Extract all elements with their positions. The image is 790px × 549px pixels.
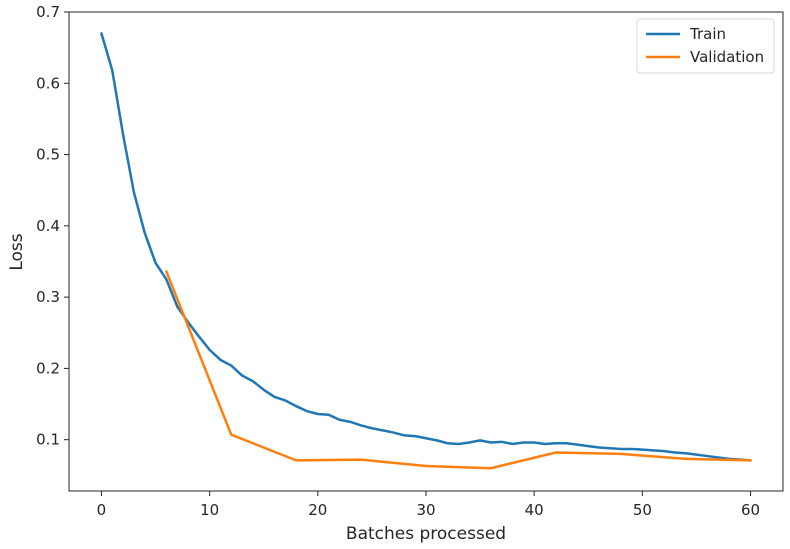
legend-train-label: Train <box>689 25 726 43</box>
legend: Train Validation <box>636 18 775 74</box>
y-tick-label: 0.5 <box>36 146 60 164</box>
x-tick-label: 0 <box>97 501 107 519</box>
x-axis-ticks: 0 10 20 30 40 50 60 <box>97 491 760 519</box>
x-tick-label: 30 <box>416 501 435 519</box>
legend-box <box>636 18 775 74</box>
y-tick-label: 0.1 <box>36 431 60 449</box>
y-tick-label: 0.3 <box>36 288 60 306</box>
y-axis-ticks: 0.1 0.2 0.3 0.4 0.5 0.6 0.7 <box>36 3 69 449</box>
x-tick-label: 20 <box>308 501 327 519</box>
x-tick-label: 60 <box>741 501 760 519</box>
y-tick-label: 0.4 <box>36 217 60 235</box>
y-tick-label: 0.2 <box>36 359 60 377</box>
series-lines <box>100 32 752 470</box>
x-tick-label: 40 <box>525 501 544 519</box>
legend-validation-label: Validation <box>690 48 764 66</box>
y-axis-label: Loss <box>7 233 27 270</box>
series-line-validation <box>165 270 752 470</box>
series-line-train <box>100 32 752 462</box>
y-tick-label: 0.7 <box>36 3 60 21</box>
x-tick-label: 50 <box>633 501 652 519</box>
x-axis-label: Batches processed <box>346 524 506 544</box>
x-tick-label: 10 <box>200 501 219 519</box>
y-tick-label: 0.6 <box>36 74 60 92</box>
plot-area <box>68 11 784 492</box>
